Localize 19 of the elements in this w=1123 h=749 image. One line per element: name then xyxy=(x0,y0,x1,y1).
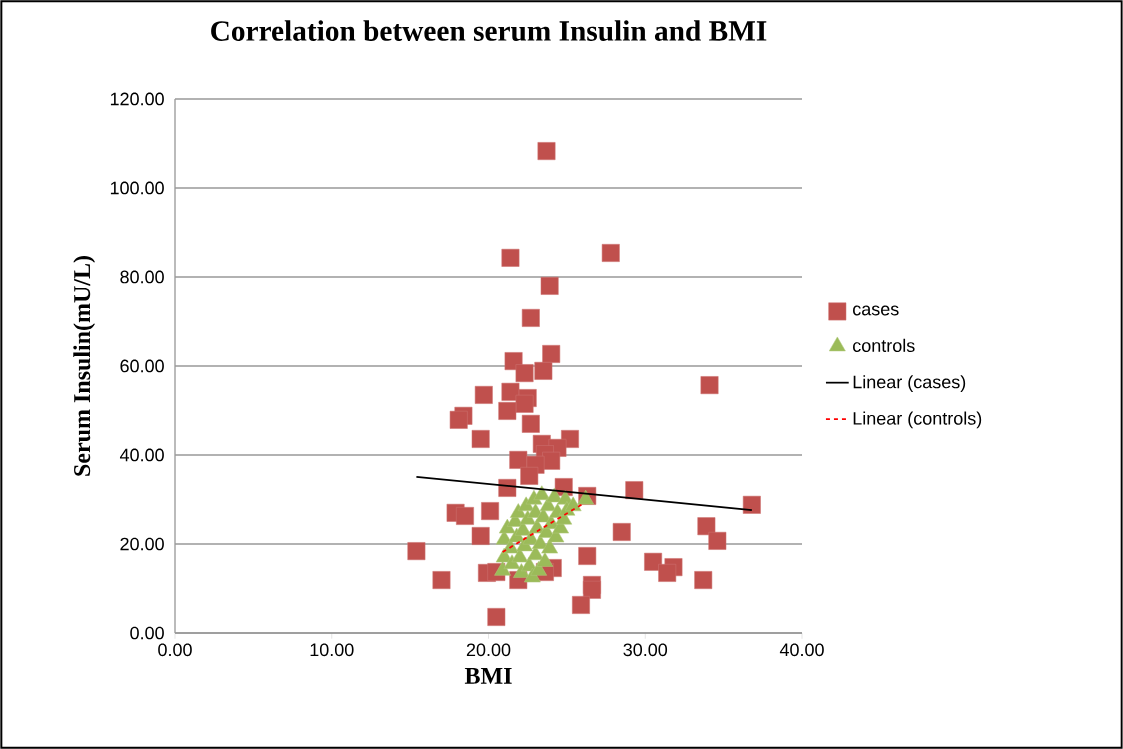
y-axis-title: Serum Insulin(mU/L) xyxy=(73,256,96,476)
chart-title: Correlation between serum Insulin and BMI xyxy=(211,20,767,41)
y-tick-label: 40.00 xyxy=(119,448,164,462)
x-tick-label: 0.00 xyxy=(158,643,192,657)
y-tick-label: 100.00 xyxy=(110,181,164,195)
y-tick-label: 60.00 xyxy=(120,359,164,373)
legend-label: cases xyxy=(853,305,899,316)
legend-label: Linear (controls) xyxy=(853,411,982,429)
y-tick-label: 80.00 xyxy=(120,270,164,284)
x-tick-label: 10.00 xyxy=(310,643,354,657)
legend-label: controls xyxy=(853,338,915,352)
x-tick-label: 20.00 xyxy=(466,643,511,657)
legend-label: Linear (cases) xyxy=(853,375,966,392)
x-tick-label: 30.00 xyxy=(623,643,668,657)
x-axis-title: BMI xyxy=(464,667,512,684)
y-tick-label: 20.00 xyxy=(120,537,164,551)
x-tick-label: 40.00 xyxy=(779,643,824,657)
y-tick-label: 120.00 xyxy=(110,92,164,106)
y-tick-label: 0.00 xyxy=(130,626,164,640)
